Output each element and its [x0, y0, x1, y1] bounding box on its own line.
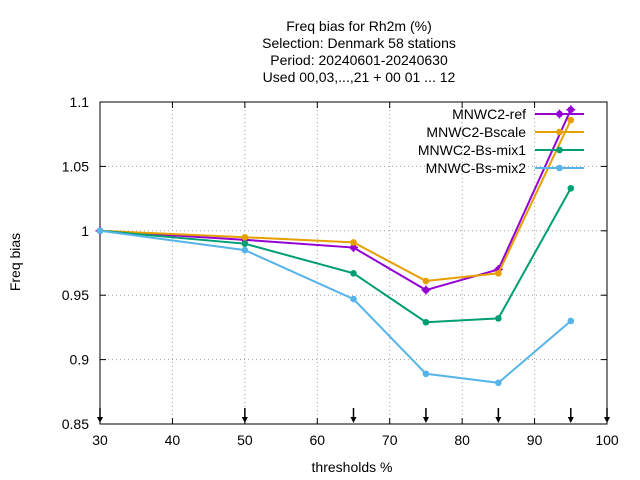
- title-line: Used 00,03,...,21 + 00 01 ... 12: [263, 69, 456, 85]
- data-point: [241, 240, 249, 247]
- data-point: [421, 285, 431, 295]
- legend-marker: [556, 164, 563, 172]
- legend-label: MNWC2-ref: [452, 106, 526, 122]
- x-tick-label: 100: [595, 432, 619, 448]
- data-point: [350, 270, 357, 277]
- grid: [100, 102, 607, 424]
- x-axis-label: thresholds %: [312, 459, 393, 475]
- x-tick-label: 40: [165, 432, 181, 448]
- y-tick-label: 1: [81, 223, 89, 239]
- plot-frame: [99, 101, 608, 425]
- data-point: [350, 295, 357, 303]
- title-line: Selection: Denmark 58 stations: [262, 35, 456, 51]
- legend-marker: [556, 146, 563, 154]
- data-point: [422, 277, 430, 285]
- legend: MNWC2-ref MNWC2-Bscale MNWC2-Bs-mix1 MNWC-B…: [418, 106, 584, 176]
- data-point: [241, 246, 249, 254]
- x-tick-label: 70: [382, 432, 398, 448]
- y-tick-label: 0.95: [62, 287, 89, 303]
- chart-title: Freq bias for Rh2m (%)Selection: Denmark…: [262, 18, 456, 85]
- threshold-arrow-icon: [567, 408, 574, 423]
- threshold-arrow-icon: [350, 408, 357, 423]
- threshold-arrow-icon: [241, 408, 248, 423]
- series-line: [99, 187, 572, 324]
- y-tick-label: 1.05: [62, 158, 89, 174]
- y-tick-label: 1.1: [70, 94, 90, 110]
- threshold-arrow-icon: [495, 408, 502, 423]
- y-axis-label: Freq bias: [7, 233, 23, 291]
- x-tick-label: 60: [309, 432, 325, 448]
- x-tick-label: 50: [237, 432, 253, 448]
- y-tick-label: 0.9: [70, 352, 90, 368]
- data-point: [422, 370, 430, 378]
- title-line: Period: 20240601-20240630: [270, 52, 448, 68]
- data-point: [495, 379, 502, 387]
- x-tick-label: 80: [454, 432, 470, 448]
- data-point: [241, 233, 249, 241]
- series-line: [99, 229, 572, 384]
- data-point: [495, 315, 502, 322]
- legend-marker: [556, 128, 563, 136]
- x-tick-label: 90: [527, 432, 543, 448]
- y-tick-label: 0.85: [62, 416, 89, 432]
- x-tick-label: 30: [92, 432, 108, 448]
- series-line: [99, 109, 572, 292]
- legend-label: MNWC2-Bs-mix1: [418, 142, 526, 158]
- axes: 30 40 50 60 70 80 90 100 0.85 0.9 0.95 1 1.05 1.1: [62, 94, 619, 448]
- threshold-arrow-icon: [422, 408, 429, 423]
- legend-label: MNWC2-Bscale: [426, 124, 526, 140]
- threshold-markers: [97, 408, 610, 423]
- data-point: [422, 318, 430, 326]
- data-point: [495, 270, 502, 277]
- threshold-arrow-icon: [604, 408, 610, 423]
- series-line: [99, 119, 572, 283]
- data-point: [566, 105, 576, 115]
- data-point: [350, 239, 357, 246]
- series: [95, 105, 576, 387]
- data-point: [96, 227, 104, 235]
- threshold-arrow-icon: [97, 408, 103, 423]
- title-line: Freq bias for Rh2m (%): [286, 18, 431, 34]
- data-point: [567, 116, 575, 124]
- data-point: [567, 184, 575, 192]
- data-point: [567, 317, 575, 325]
- legend-label: MNWC-Bs-mix2: [426, 160, 527, 176]
